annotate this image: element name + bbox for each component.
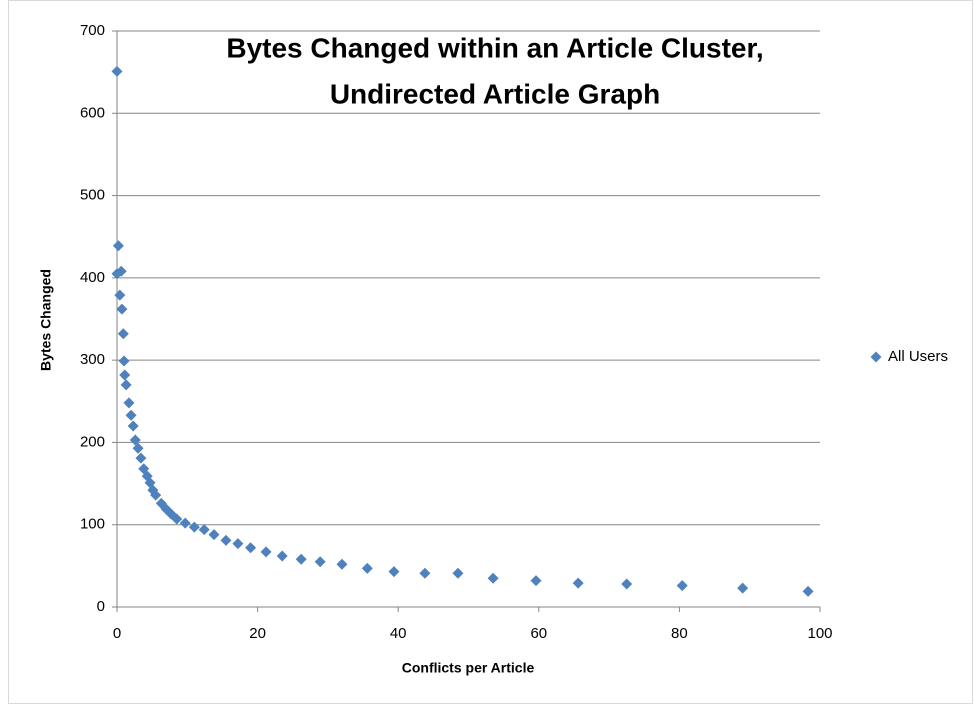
data-point (314, 556, 326, 568)
data-point (530, 575, 542, 587)
data-point (132, 442, 144, 454)
data-point (115, 265, 127, 277)
data-point (487, 572, 499, 584)
data-point (118, 355, 130, 367)
data-point (388, 566, 400, 578)
data-point (336, 558, 348, 570)
data-point (621, 578, 633, 590)
y-tick-label: 600 (80, 104, 105, 121)
data-point (114, 289, 126, 301)
y-tick-label: 100 (80, 516, 105, 533)
x-tick-label: 0 (113, 625, 121, 642)
data-point (120, 379, 132, 391)
data-point (802, 585, 814, 597)
data-point (179, 517, 191, 529)
x-tick-label: 40 (390, 625, 407, 642)
data-point (129, 434, 141, 446)
data-point (276, 550, 288, 562)
data-point (111, 65, 123, 77)
data-point (112, 240, 124, 252)
y-tick-label: 200 (80, 433, 105, 450)
data-point (116, 303, 128, 315)
y-tick-label: 500 (80, 187, 105, 204)
x-tick-label: 60 (530, 625, 547, 642)
data-point (572, 577, 584, 589)
data-point (125, 409, 137, 421)
data-point (150, 489, 162, 501)
data-point (295, 553, 307, 565)
data-point (135, 452, 147, 464)
chart-title: Undirected Article Graph (330, 78, 660, 109)
x-tick-label: 20 (249, 625, 266, 642)
data-point (232, 538, 244, 550)
data-point (676, 580, 688, 592)
data-point (220, 534, 232, 546)
y-tick-label: 300 (80, 351, 105, 368)
chart-border (8, 0, 973, 704)
x-tick-label: 80 (671, 625, 688, 642)
data-point (361, 562, 373, 574)
data-point (245, 542, 257, 554)
data-point (171, 513, 183, 525)
data-point (419, 567, 431, 579)
data-point (208, 529, 220, 541)
data-point (117, 328, 129, 340)
data-point (737, 582, 749, 594)
y-tick-label: 400 (80, 269, 105, 286)
data-point (119, 369, 131, 381)
y-axis-label: Bytes Changed (38, 269, 54, 371)
x-axis-label: Conflicts per Article (402, 660, 535, 676)
chart-title: Bytes Changed within an Article Cluster, (226, 32, 763, 63)
legend-marker (870, 351, 882, 363)
legend-label: All Users (888, 348, 948, 365)
data-point (127, 420, 139, 432)
x-tick-label: 100 (807, 625, 832, 642)
data-point (198, 524, 210, 536)
data-point (452, 567, 464, 579)
data-point (123, 397, 135, 409)
y-tick-label: 0 (97, 598, 105, 615)
data-point (260, 546, 272, 558)
y-tick-label: 700 (80, 22, 105, 39)
data-point (160, 503, 172, 515)
data-point (188, 521, 200, 533)
